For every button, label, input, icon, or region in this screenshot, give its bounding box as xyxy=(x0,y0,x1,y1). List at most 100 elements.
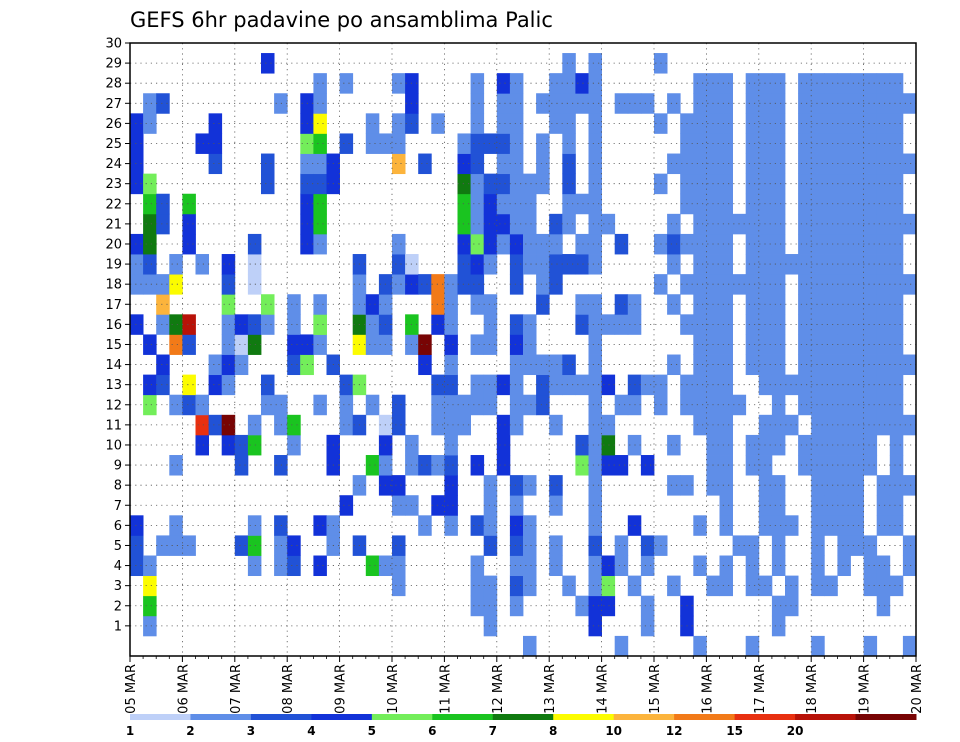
heatmap-cell xyxy=(811,294,825,315)
heatmap-cell xyxy=(562,213,576,235)
heatmap-cell xyxy=(392,153,406,175)
heatmap-cell xyxy=(588,575,602,597)
heatmap-cell xyxy=(339,73,354,94)
heatmap-cell xyxy=(444,515,458,536)
heatmap-cell xyxy=(863,394,878,416)
heatmap-cell xyxy=(221,254,236,275)
heatmap-cell xyxy=(745,133,760,154)
y-tick-label: 8 xyxy=(114,479,122,494)
heatmap-cell xyxy=(745,354,760,376)
heatmap-cell xyxy=(837,73,851,94)
heatmap-cell xyxy=(483,575,498,597)
x-tick-label: 19 MAR xyxy=(858,664,873,714)
heatmap-cell xyxy=(496,133,511,154)
heatmap-cell xyxy=(889,173,904,195)
heatmap-cell xyxy=(496,193,511,215)
heatmap-cell xyxy=(470,274,485,295)
heatmap-cell xyxy=(431,394,445,416)
heatmap-cell xyxy=(719,414,733,436)
heatmap-cell xyxy=(470,595,485,617)
heatmap-cell xyxy=(824,294,838,315)
heatmap-cell xyxy=(509,414,524,436)
heatmap-cell xyxy=(850,133,864,154)
heatmap-cell xyxy=(614,93,629,114)
heatmap-cell xyxy=(247,274,262,295)
heatmap-cell xyxy=(719,233,733,255)
heatmap-cell xyxy=(261,53,275,74)
heatmap-cells xyxy=(130,53,917,657)
heatmap-cell xyxy=(221,354,236,376)
heatmap-cell xyxy=(313,153,327,175)
heatmap-cell xyxy=(863,113,878,134)
colorbar-label: 5 xyxy=(368,724,376,738)
heatmap-cell xyxy=(470,515,485,536)
heatmap-cell xyxy=(313,314,327,335)
heatmap-cell xyxy=(850,535,864,556)
heatmap-cell xyxy=(221,434,236,456)
heatmap-cell xyxy=(562,133,576,154)
heatmap-cell xyxy=(771,254,786,275)
heatmap-cell xyxy=(837,414,851,436)
colorbar-segment xyxy=(674,714,736,720)
heatmap-cell xyxy=(824,515,838,536)
heatmap-cell xyxy=(771,515,786,536)
heatmap-cell xyxy=(536,254,550,275)
heatmap-cell xyxy=(850,475,864,496)
colorbar-segment xyxy=(311,714,373,720)
heatmap-cell xyxy=(287,294,301,315)
heatmap-cell xyxy=(588,535,602,556)
heatmap-cell xyxy=(247,314,262,335)
y-tick-label: 23 xyxy=(105,177,122,192)
heatmap-cell xyxy=(850,374,864,396)
heatmap-cell xyxy=(575,294,589,315)
heatmap-cell xyxy=(313,113,327,134)
heatmap-cell xyxy=(824,233,838,255)
heatmap-cell xyxy=(824,113,838,134)
heatmap-cell xyxy=(261,394,275,416)
heatmap-cell xyxy=(889,314,904,335)
heatmap-cell xyxy=(889,374,904,396)
heatmap-cell xyxy=(130,274,144,295)
heatmap-cell xyxy=(811,354,825,376)
heatmap-cell xyxy=(444,414,458,436)
heatmap-cell xyxy=(431,414,445,436)
heatmap-cell xyxy=(693,153,707,175)
heatmap-cell xyxy=(496,213,511,235)
heatmap-cell xyxy=(693,314,707,335)
x-tick-label: 13 MAR xyxy=(543,664,558,714)
heatmap-cell xyxy=(811,153,825,175)
heatmap-cell xyxy=(876,334,891,355)
heatmap-cell xyxy=(509,595,524,617)
heatmap-cell xyxy=(418,515,432,536)
heatmap-cell xyxy=(287,434,301,456)
heatmap-cell xyxy=(575,455,589,476)
heatmap-cell xyxy=(811,495,825,516)
heatmap-cell xyxy=(667,434,681,456)
heatmap-cell xyxy=(208,133,223,154)
heatmap-cell xyxy=(261,173,275,195)
heatmap-cell xyxy=(562,73,576,94)
heatmap-cell xyxy=(863,153,878,175)
heatmap-cell xyxy=(798,173,812,195)
y-tick-label: 14 xyxy=(105,358,122,373)
heatmap-cell xyxy=(313,394,327,416)
heatmap-cell xyxy=(876,93,891,114)
heatmap-cell xyxy=(130,254,144,275)
y-tick-label: 11 xyxy=(105,418,122,433)
heatmap-cell xyxy=(509,515,524,536)
heatmap-cell xyxy=(588,73,602,94)
heatmap-cell xyxy=(745,73,760,94)
heatmap-cell xyxy=(667,93,681,114)
heatmap-cell xyxy=(509,354,524,376)
heatmap-cell xyxy=(745,535,760,556)
colorbar-label: 2 xyxy=(186,724,194,738)
heatmap-cell xyxy=(549,274,563,295)
heatmap-cell xyxy=(549,475,563,496)
heatmap-cell xyxy=(483,515,498,536)
heatmap-cell xyxy=(195,414,209,436)
heatmap-cell xyxy=(562,53,576,74)
heatmap-cell xyxy=(889,455,904,476)
heatmap-cell xyxy=(156,374,170,396)
heatmap-cell xyxy=(169,515,183,536)
heatmap-cell xyxy=(457,153,471,175)
